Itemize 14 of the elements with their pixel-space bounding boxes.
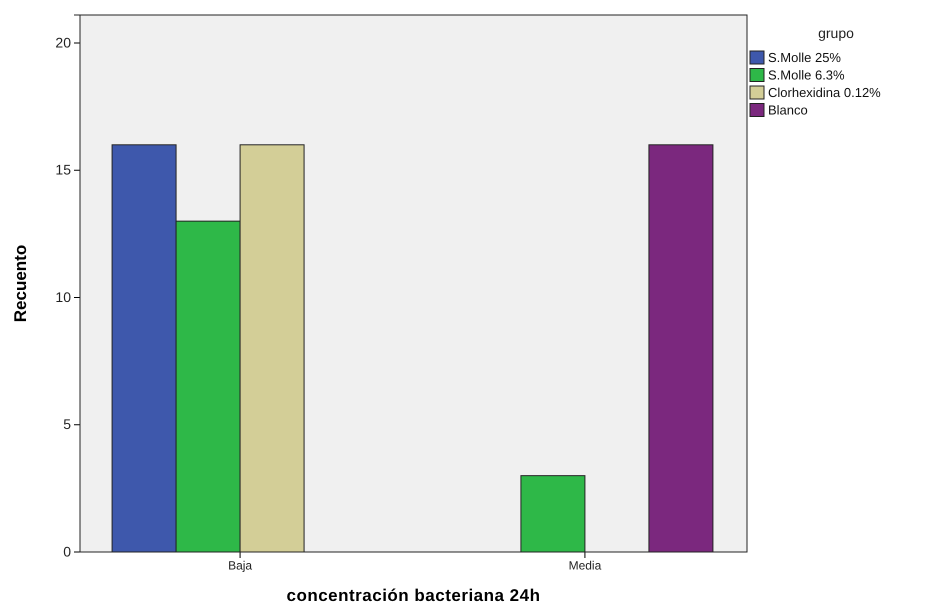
y-tick-label: 0	[63, 543, 72, 560]
y-tick-label: 10	[55, 288, 72, 305]
x-axis-title: concentración bacteriana 24h	[286, 586, 540, 605]
legend-label: S.Molle 25%	[768, 50, 842, 65]
y-tick-label: 15	[55, 162, 72, 178]
legend-label: S.Molle 6.3%	[768, 68, 846, 82]
y-axis-title: Recuento	[11, 244, 30, 322]
y-tick-label: 20	[55, 34, 72, 50]
legend-label: Blanco	[768, 102, 808, 118]
x-tick-label: Baja	[228, 558, 252, 573]
y-tick-label: 5	[63, 416, 72, 432]
legend-label: Clorhexidina 0.12%	[768, 85, 882, 100]
legend-title: grupo	[818, 25, 854, 41]
x-tick-label: Media	[568, 558, 602, 573]
